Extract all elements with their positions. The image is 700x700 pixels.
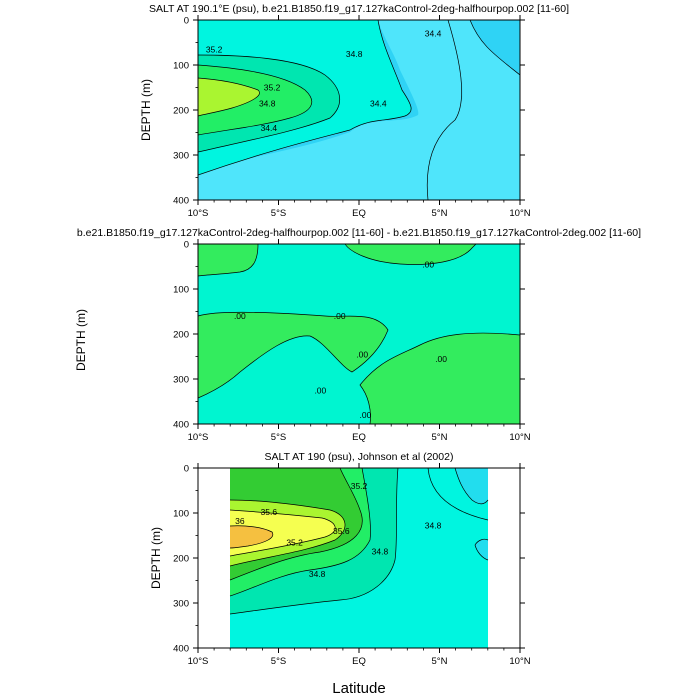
- contour-label: 35.2: [351, 481, 368, 491]
- fill-band-negative: [198, 244, 520, 424]
- contour-label: .00: [314, 385, 326, 395]
- x-tick-label: 10°S: [188, 432, 209, 443]
- figure-xlabel: Latitude: [332, 680, 385, 697]
- y-tick-label: 300: [173, 375, 189, 386]
- panel3-contour-lines: [229, 468, 489, 615]
- x-tick-label: 5°S: [271, 432, 286, 443]
- x-tick-label: 10°N: [509, 432, 530, 443]
- panel1-y-axis: 0 100 200 300 400: [173, 16, 525, 207]
- x-tick-label: 5°S: [271, 208, 286, 219]
- panel3-contour-fills: [230, 468, 488, 648]
- x-tick-label: 5°N: [432, 432, 448, 443]
- contour-label: 35.2: [206, 44, 223, 54]
- contour-label: 34.8: [346, 49, 363, 59]
- y-tick-label: 100: [173, 285, 189, 296]
- panel1-x-axis: 10°S 5°S EQ 5°N 10°N: [188, 15, 531, 219]
- fill-band-34.4-b: [198, 20, 462, 200]
- panel-model-salinity: SALT AT 190.1°E (psu), b.e21.B1850.f19_g…: [139, 3, 569, 219]
- panel-observed-salinity: SALT AT 190 (psu), Johnson et al (2002) …: [149, 451, 531, 667]
- x-tick-label: 5°S: [271, 656, 286, 667]
- contour-label: 35.6: [333, 526, 350, 536]
- fill-band-positive-top: [345, 244, 476, 265]
- y-tick-label: 0: [184, 240, 189, 251]
- panel2-contour-lines: [198, 244, 520, 424]
- contour-label: 36: [235, 516, 245, 526]
- contour-label: .00: [334, 311, 346, 321]
- x-tick-label: 5°N: [432, 208, 448, 219]
- panel1-ylabel: DEPTH (m): [139, 79, 153, 141]
- y-tick-label: 0: [184, 16, 189, 27]
- panel2-x-axis: 10°S 5°S EQ 5°N 10°N: [188, 239, 531, 443]
- x-tick-label: EQ: [352, 432, 366, 443]
- contour-label: 34.4: [261, 123, 278, 133]
- contour-label: 35.6: [261, 507, 278, 517]
- x-tick-label: EQ: [352, 656, 366, 667]
- y-tick-label: 400: [173, 644, 189, 655]
- panel1-contour-fills: [198, 20, 520, 200]
- panel1-title: SALT AT 190.1°E (psu), b.e21.B1850.f19_g…: [149, 3, 569, 15]
- panel2-title: b.e21.B1850.f19_g17.127kaControl-2deg-ha…: [77, 227, 641, 239]
- panel2-contour-labels: .00 .00 .00 .00 .00 .00 .00: [234, 259, 447, 420]
- x-tick-label: 10°S: [188, 208, 209, 219]
- y-tick-label: 200: [173, 554, 189, 565]
- x-tick-label: 10°S: [188, 656, 209, 667]
- panel3-contour-labels: 35.2 35.6 36 35.6 35.2 34.8 34.8 34.8: [235, 481, 441, 579]
- panel3-y-axis: 0 100 200 300 400: [173, 464, 525, 655]
- panel3-x-axis: 10°S 5°S EQ 5°N 10°N: [188, 463, 531, 667]
- panel3-title: SALT AT 190 (psu), Johnson et al (2002): [265, 451, 454, 463]
- contour-label: .00: [422, 259, 434, 269]
- contour-label: 34.8: [259, 98, 276, 108]
- panel2-contour-fills: [198, 244, 520, 424]
- y-tick-label: 400: [173, 420, 189, 431]
- y-tick-label: 400: [173, 196, 189, 207]
- y-tick-label: 300: [173, 599, 189, 610]
- y-tick-label: 300: [173, 151, 189, 162]
- contour-label: 34.8: [309, 569, 326, 579]
- y-tick-label: 100: [173, 509, 189, 520]
- contour-label: .00: [356, 349, 368, 359]
- y-tick-label: 200: [173, 330, 189, 341]
- contour-label: .00: [435, 354, 447, 364]
- fill-band-34.6: [455, 468, 488, 504]
- x-tick-label: EQ: [352, 208, 366, 219]
- panel1-contour-labels: 35.2 34.8 34.4 35.2 34.8 34.4 34.4: [206, 29, 442, 134]
- panel-difference: b.e21.B1850.f19_g17.127kaControl-2deg-ha…: [74, 227, 641, 443]
- contour-label: 34.8: [372, 546, 389, 556]
- panel2-y-axis: 0 100 200 300 400: [173, 240, 525, 431]
- contour-label: .00: [234, 311, 246, 321]
- x-tick-label: 5°N: [432, 656, 448, 667]
- contour-label: 35.2: [264, 83, 281, 93]
- contour-label: 34.4: [370, 98, 387, 108]
- y-tick-label: 0: [184, 464, 189, 475]
- x-tick-label: 10°N: [509, 656, 530, 667]
- x-tick-label: 10°N: [509, 208, 530, 219]
- fill-band-34.4: [198, 20, 520, 200]
- contour-label: 34.4: [425, 29, 442, 39]
- panel3-ylabel: DEPTH (m): [149, 527, 163, 589]
- panel1-contour-lines: [198, 20, 520, 200]
- panel2-ylabel: DEPTH (m): [74, 309, 88, 371]
- fill-band-34.6-b: [475, 539, 488, 560]
- contour-label: 35.2: [286, 537, 303, 547]
- contour-label: .00: [360, 410, 372, 420]
- contour-label: 34.8: [425, 521, 442, 531]
- y-tick-label: 200: [173, 106, 189, 117]
- fill-band-36: [198, 78, 260, 116]
- y-tick-label: 100: [173, 61, 189, 72]
